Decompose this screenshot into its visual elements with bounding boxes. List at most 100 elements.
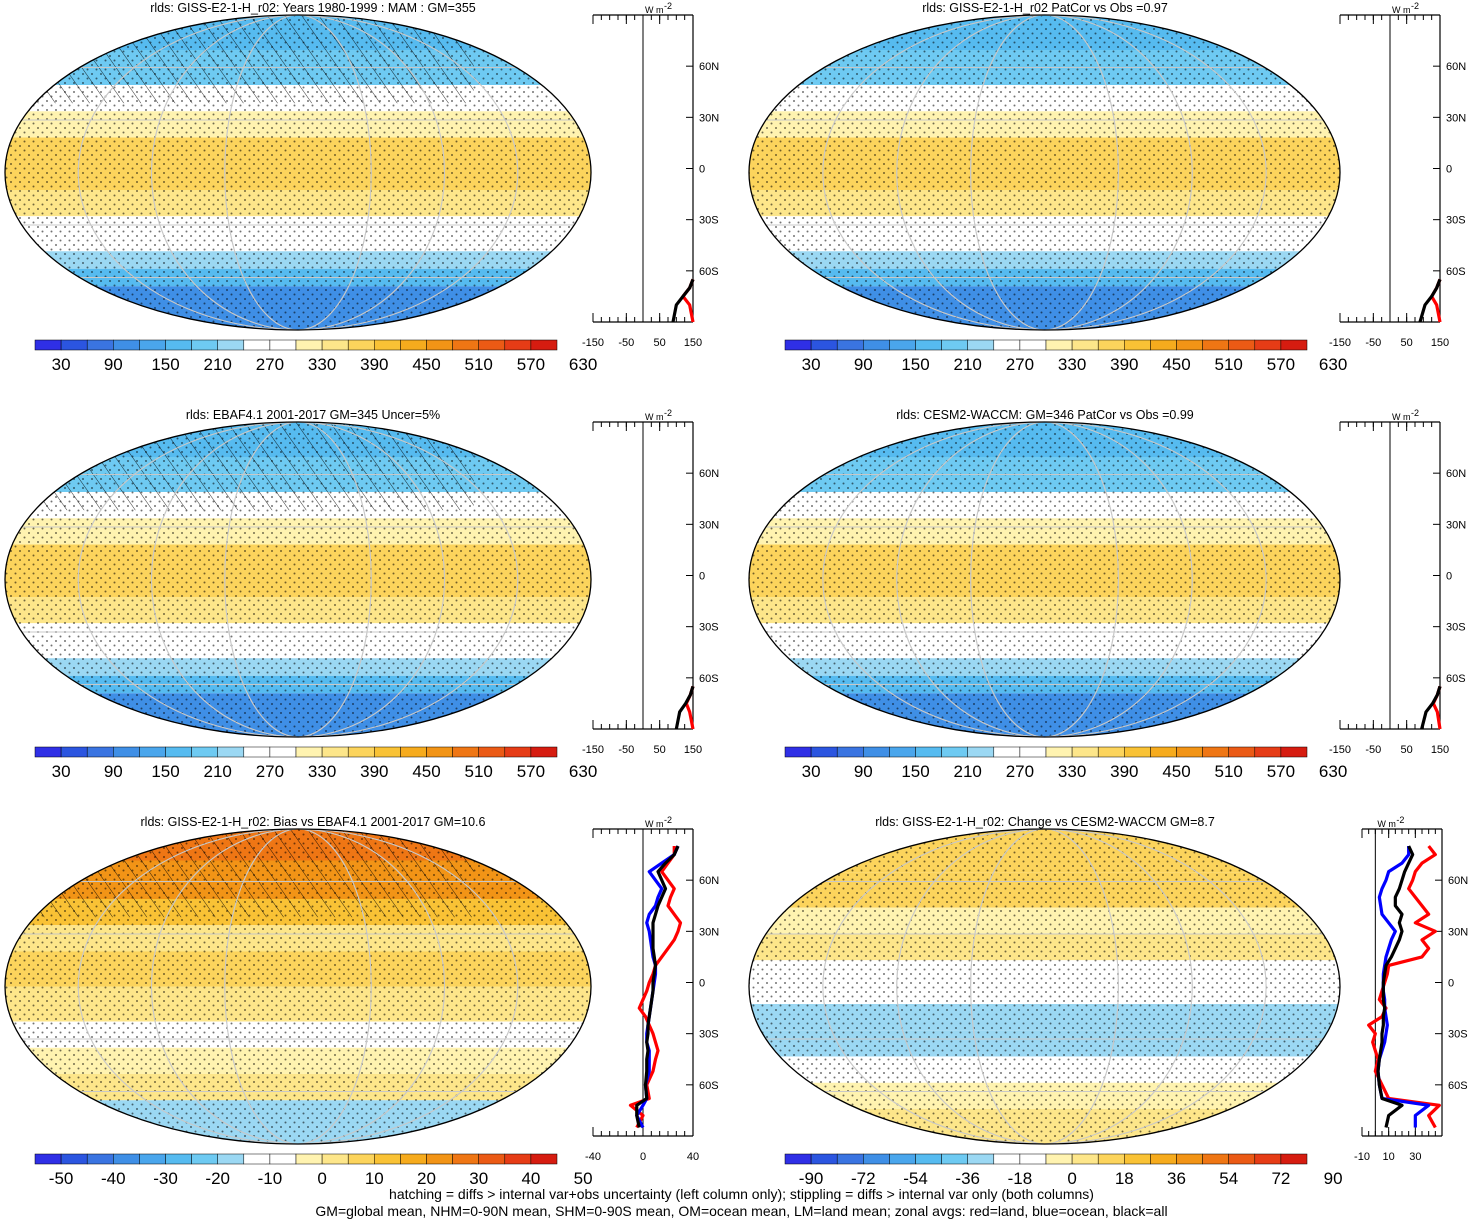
map-panel [748,828,1341,1145]
colorbar-tick-label: 0 [1067,1169,1076,1188]
zonal-unit-label: W m [645,5,664,15]
colorbar-box [269,339,297,351]
colorbar-box [863,339,890,351]
colorbar-tick-label: 30 [469,1169,488,1188]
colorbar-box [426,746,453,758]
zonal-panel: -150 -50 50 150 60N 30N 0 30S 60S W m -2 [1329,408,1466,756]
colorbar-box [374,339,401,351]
colorbar-box [1254,1153,1282,1165]
colorbar-box [1071,339,1099,351]
colorbar-tick-label: -18 [1008,1169,1033,1188]
zonal-x-tick-label: -10 [1354,1151,1370,1163]
colorbar-box [1254,746,1282,758]
zonal-x-tick-label: -150 [582,337,604,349]
graticule-lon [77,829,519,1144]
colorbar-box [1045,339,1073,351]
colorbar-box [139,1153,166,1165]
colorbar-tick-label: 40 [521,1169,540,1188]
zonal-unit-superscript: -2 [664,815,672,825]
zonal-all-line [1376,845,1415,1128]
zonal-lat-label: 60S [1446,673,1466,685]
colorbar: -50 -40 -30 -20 -10 0 10 20 30 40 50 [34,1153,593,1188]
colorbar-box [1176,1153,1203,1165]
graticule-lon [896,15,1193,330]
zonal-lat-label: 30N [1446,112,1466,124]
colorbar-box [243,339,271,351]
map-panel [748,421,1341,738]
zonal-lat-label: 30N [699,926,719,938]
colorbar-box [530,1153,558,1165]
colorbar-box [452,339,479,351]
colorbar-box [784,1153,812,1165]
colorbar-box [191,1153,218,1165]
zonal-lat-label: 60S [1448,1080,1468,1092]
colorbar-box [347,746,375,758]
colorbar-box [1019,1153,1047,1165]
colorbar-tick-label: 90 [1324,1169,1343,1188]
colorbar-tick-label: 36 [1167,1169,1186,1188]
colorbar-box [1097,1153,1125,1165]
colorbar-box [1150,339,1177,351]
zonal-panel: -150 -50 50 150 60N 30N 0 30S 60S W m -2 [1329,1,1466,349]
colorbar-tick-label: 90 [854,762,873,781]
zonal-x-tick-label: -150 [582,744,604,756]
colorbar-box [1254,339,1282,351]
colorbar-box [60,339,88,351]
colorbar-box [1202,1153,1229,1165]
colorbar-box [452,1153,479,1165]
colorbar-box [1280,746,1308,758]
colorbar-tick-label: 20 [417,1169,436,1188]
zonal-x-tick-label: -50 [618,337,634,349]
colorbar-box [295,746,323,758]
colorbar-box [1280,1153,1308,1165]
colorbar-box [165,746,192,758]
colorbar-box [1150,1153,1177,1165]
zonal-ocean-line [1376,846,1431,1128]
zonal-x-tick-label: -50 [618,744,634,756]
colorbar-tick-label: 510 [465,355,493,374]
map-field [749,15,1340,330]
colorbar-box [34,1153,62,1165]
colorbar-box [915,1153,942,1165]
colorbar-box [1124,339,1151,351]
colorbar-box [347,339,375,351]
colorbar-box [478,339,506,351]
zonal-x-tick-label: 50 [654,337,666,349]
colorbar-box [1202,339,1229,351]
colorbar-box [1124,746,1151,758]
zonal-x-tick-label: 30 [1409,1151,1421,1163]
zonal-lat-label: 60N [699,61,719,73]
colorbar: 30 90 150 210 270 330 390 450 510 570 630 [34,339,597,374]
zonal-lat-label: 0 [1446,164,1452,176]
colorbar-box [810,746,838,758]
colorbar-box [243,1153,271,1165]
zonal-panel: -150 -50 50 150 60N 30N 0 30S 60S W m -2 [582,408,719,756]
colorbar-box [889,339,916,351]
colorbar-box [1124,1153,1151,1165]
zonal-lat-label: 60N [699,468,719,480]
colorbar-tick-label: 210 [204,355,232,374]
map-outline [4,14,592,331]
colorbar-tick-label: 330 [308,355,336,374]
zonal-lat-label: 60N [1446,468,1466,480]
colorbar-tick-label: 150 [151,762,179,781]
zonal-x-tick-label: 40 [687,1151,699,1163]
zonal-lat-label: 30S [699,1029,719,1041]
zonal-land-line [628,846,683,1129]
graticule-lon [822,829,1267,1144]
colorbar-box [139,746,166,758]
colorbar-box [941,746,968,758]
colorbar-box [889,746,916,758]
colorbar: -90 -72 -54 -36 -18 0 18 36 54 72 90 [784,1153,1343,1188]
zonal-panel: -40 0 40 60N 30N 0 30S 60S W m -2 [585,815,719,1163]
panel-title: rlds: GISS-E2-1-H_r02: Years 1980-1999 :… [150,1,476,15]
colorbar-tick-label: 570 [1267,355,1295,374]
colorbar-box [836,339,864,351]
stipple-overlay [749,829,1340,1144]
colorbar-box [530,746,558,758]
colorbar-box [1097,339,1125,351]
colorbar-box [347,1153,375,1165]
colorbar-box [217,1153,245,1165]
colorbar-tick-label: 630 [1319,355,1347,374]
colorbar-box [400,746,427,758]
